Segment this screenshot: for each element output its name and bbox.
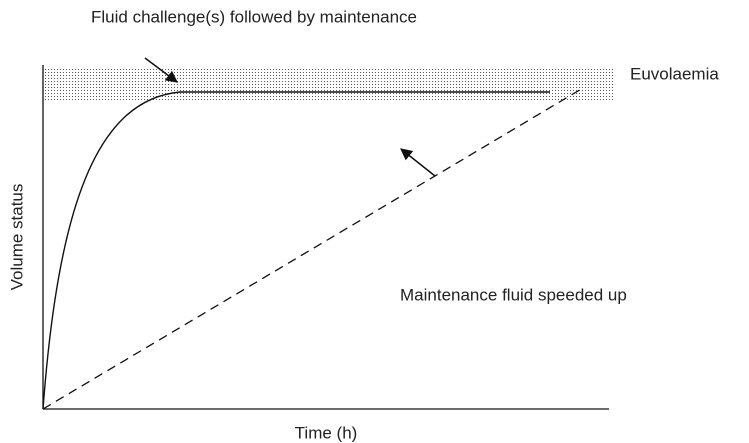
annotation: Maintenance fluid speeded up [400, 285, 627, 304]
arrow [400, 148, 436, 177]
euvolaemia-band [43, 68, 615, 101]
y-axis-label: Volume status [7, 184, 26, 291]
arrow [144, 57, 178, 83]
band-label: Euvolaemia [630, 64, 719, 83]
x-axis-label: Time (h) [295, 423, 358, 442]
fluid-challenge-curve [42, 91, 550, 410]
annotation: Fluid challenge(s) followed by maintenan… [91, 7, 417, 26]
maintenance-line [42, 87, 584, 410]
